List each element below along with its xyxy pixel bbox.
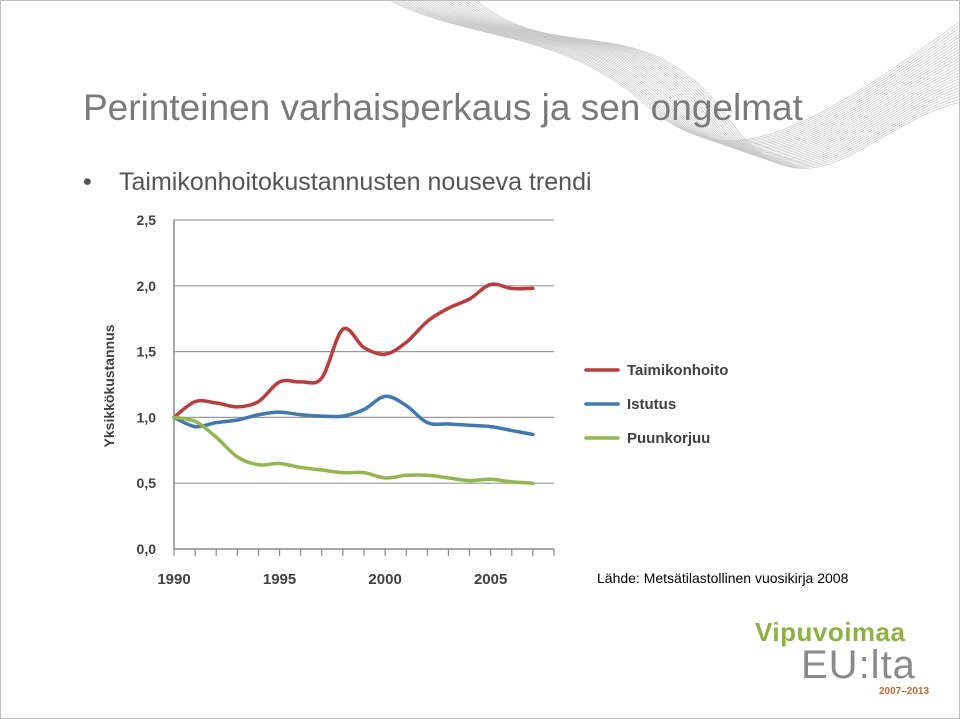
ribbon-line — [435, 1, 959, 156]
ribbon-line — [477, 1, 959, 169]
ribbon-line — [454, 1, 959, 162]
ribbon-line — [410, 1, 959, 148]
ribbon-line — [397, 1, 959, 143]
ribbon-line — [406, 1, 959, 147]
legend-label-taimikonhoito: Taimikonhoito — [627, 362, 728, 379]
x-tick-label: 1990 — [157, 571, 190, 588]
ribbon-line — [426, 1, 959, 153]
ribbon-line — [438, 1, 959, 157]
ribbon-line — [413, 1, 959, 149]
ribbon-line — [457, 1, 959, 163]
ribbon-line — [461, 1, 959, 164]
ribbon-line — [448, 1, 959, 160]
x-tick-label: 2000 — [368, 571, 401, 588]
series-line-puunkorjuu — [172, 415, 535, 485]
y-tick-label: 1,0 — [137, 409, 157, 425]
bullet-text: Taimikonhoitokustannusten nouseva trendi — [119, 168, 592, 196]
ribbon-line — [422, 1, 959, 152]
ribbon-line — [445, 1, 959, 159]
legend-label-puunkorjuu: Puunkorjuu — [627, 430, 710, 447]
ribbon-line — [451, 1, 959, 161]
ribbon-line — [394, 1, 959, 142]
vipuvoimaa-eu-logo: Vipuvoimaa EU:lta 2007–2013 — [751, 617, 941, 702]
y-tick-label: 0,0 — [137, 541, 157, 557]
y-tick-label: 1,5 — [137, 344, 157, 360]
ribbon-line — [390, 1, 959, 141]
series-line-taimikonhoito — [172, 282, 535, 420]
series-line-istutus — [172, 394, 535, 437]
y-tick-label: 0,5 — [137, 475, 157, 491]
chart-grid — [174, 219, 554, 484]
bullet-item: • Taimikonhoitokustannusten nouseva trend… — [83, 168, 592, 197]
y-axis-label: Yksikkökustannus — [101, 324, 117, 447]
bullet-marker: • — [83, 168, 92, 196]
ribbon-line — [416, 1, 959, 150]
ribbon-line — [432, 1, 959, 155]
y-tick-labels: 0,0 0,5 1,0 1,5 2,0 2,5 — [137, 212, 157, 557]
chart-series — [172, 282, 535, 485]
x-tick-labels: 1990 1995 2000 2005 — [157, 571, 507, 588]
ribbon-line — [470, 1, 959, 167]
ribbon-line — [429, 1, 959, 154]
ribbon-line — [467, 1, 959, 166]
y-tick-label: 2,5 — [137, 212, 157, 228]
ribbon-line — [400, 1, 959, 145]
source-note: Lähde: Metsätilastollinen vuosikirja 200… — [597, 570, 849, 586]
y-tick-label: 2,0 — [137, 278, 157, 294]
chart-legend: Taimikonhoito Istutus Puunkorjuu — [584, 362, 728, 447]
ribbon-line — [464, 1, 959, 165]
logo-eu: EU:lta — [801, 643, 916, 687]
x-tick-label: 1995 — [263, 571, 296, 588]
ribbon-line — [473, 1, 959, 168]
ribbon-line — [419, 1, 959, 151]
x-tick-label: 2005 — [474, 571, 507, 588]
logo-brand: Vipuvoimaa — [755, 617, 906, 647]
logo-years: 2007–2013 — [879, 686, 930, 697]
ribbon-line — [403, 1, 959, 146]
chart-axes — [173, 220, 555, 556]
ribbon-line — [441, 1, 959, 158]
slide-title: Perinteinen varhaisperkaus ja sen ongelm… — [83, 87, 803, 128]
line-chart: 0,0 0,5 1,0 1,5 2,0 2,5 1990 1995 2000 2005 Taim… — [101, 212, 728, 588]
legend-label-istutus: Istutus — [627, 396, 676, 413]
